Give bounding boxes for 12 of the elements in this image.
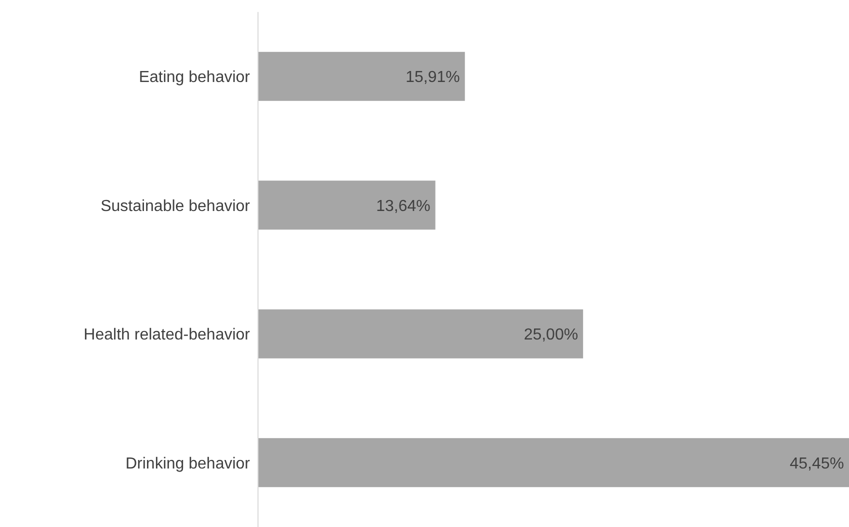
y-tick-label: Sustainable behavior — [100, 198, 251, 215]
data-label: 25,00% — [524, 326, 578, 344]
bar — [258, 438, 849, 488]
y-tick-label: Drinking behavior — [125, 455, 251, 472]
data-label: 45,45% — [790, 455, 844, 472]
bar — [258, 309, 584, 358]
bar — [258, 180, 436, 230]
y-tick-label: Health related-behavior — [84, 326, 251, 344]
bar — [258, 52, 465, 101]
data-label: 13,64% — [376, 198, 430, 215]
y-tick-label: Eating behavior — [138, 69, 251, 86]
data-label: 15,91% — [406, 69, 460, 86]
